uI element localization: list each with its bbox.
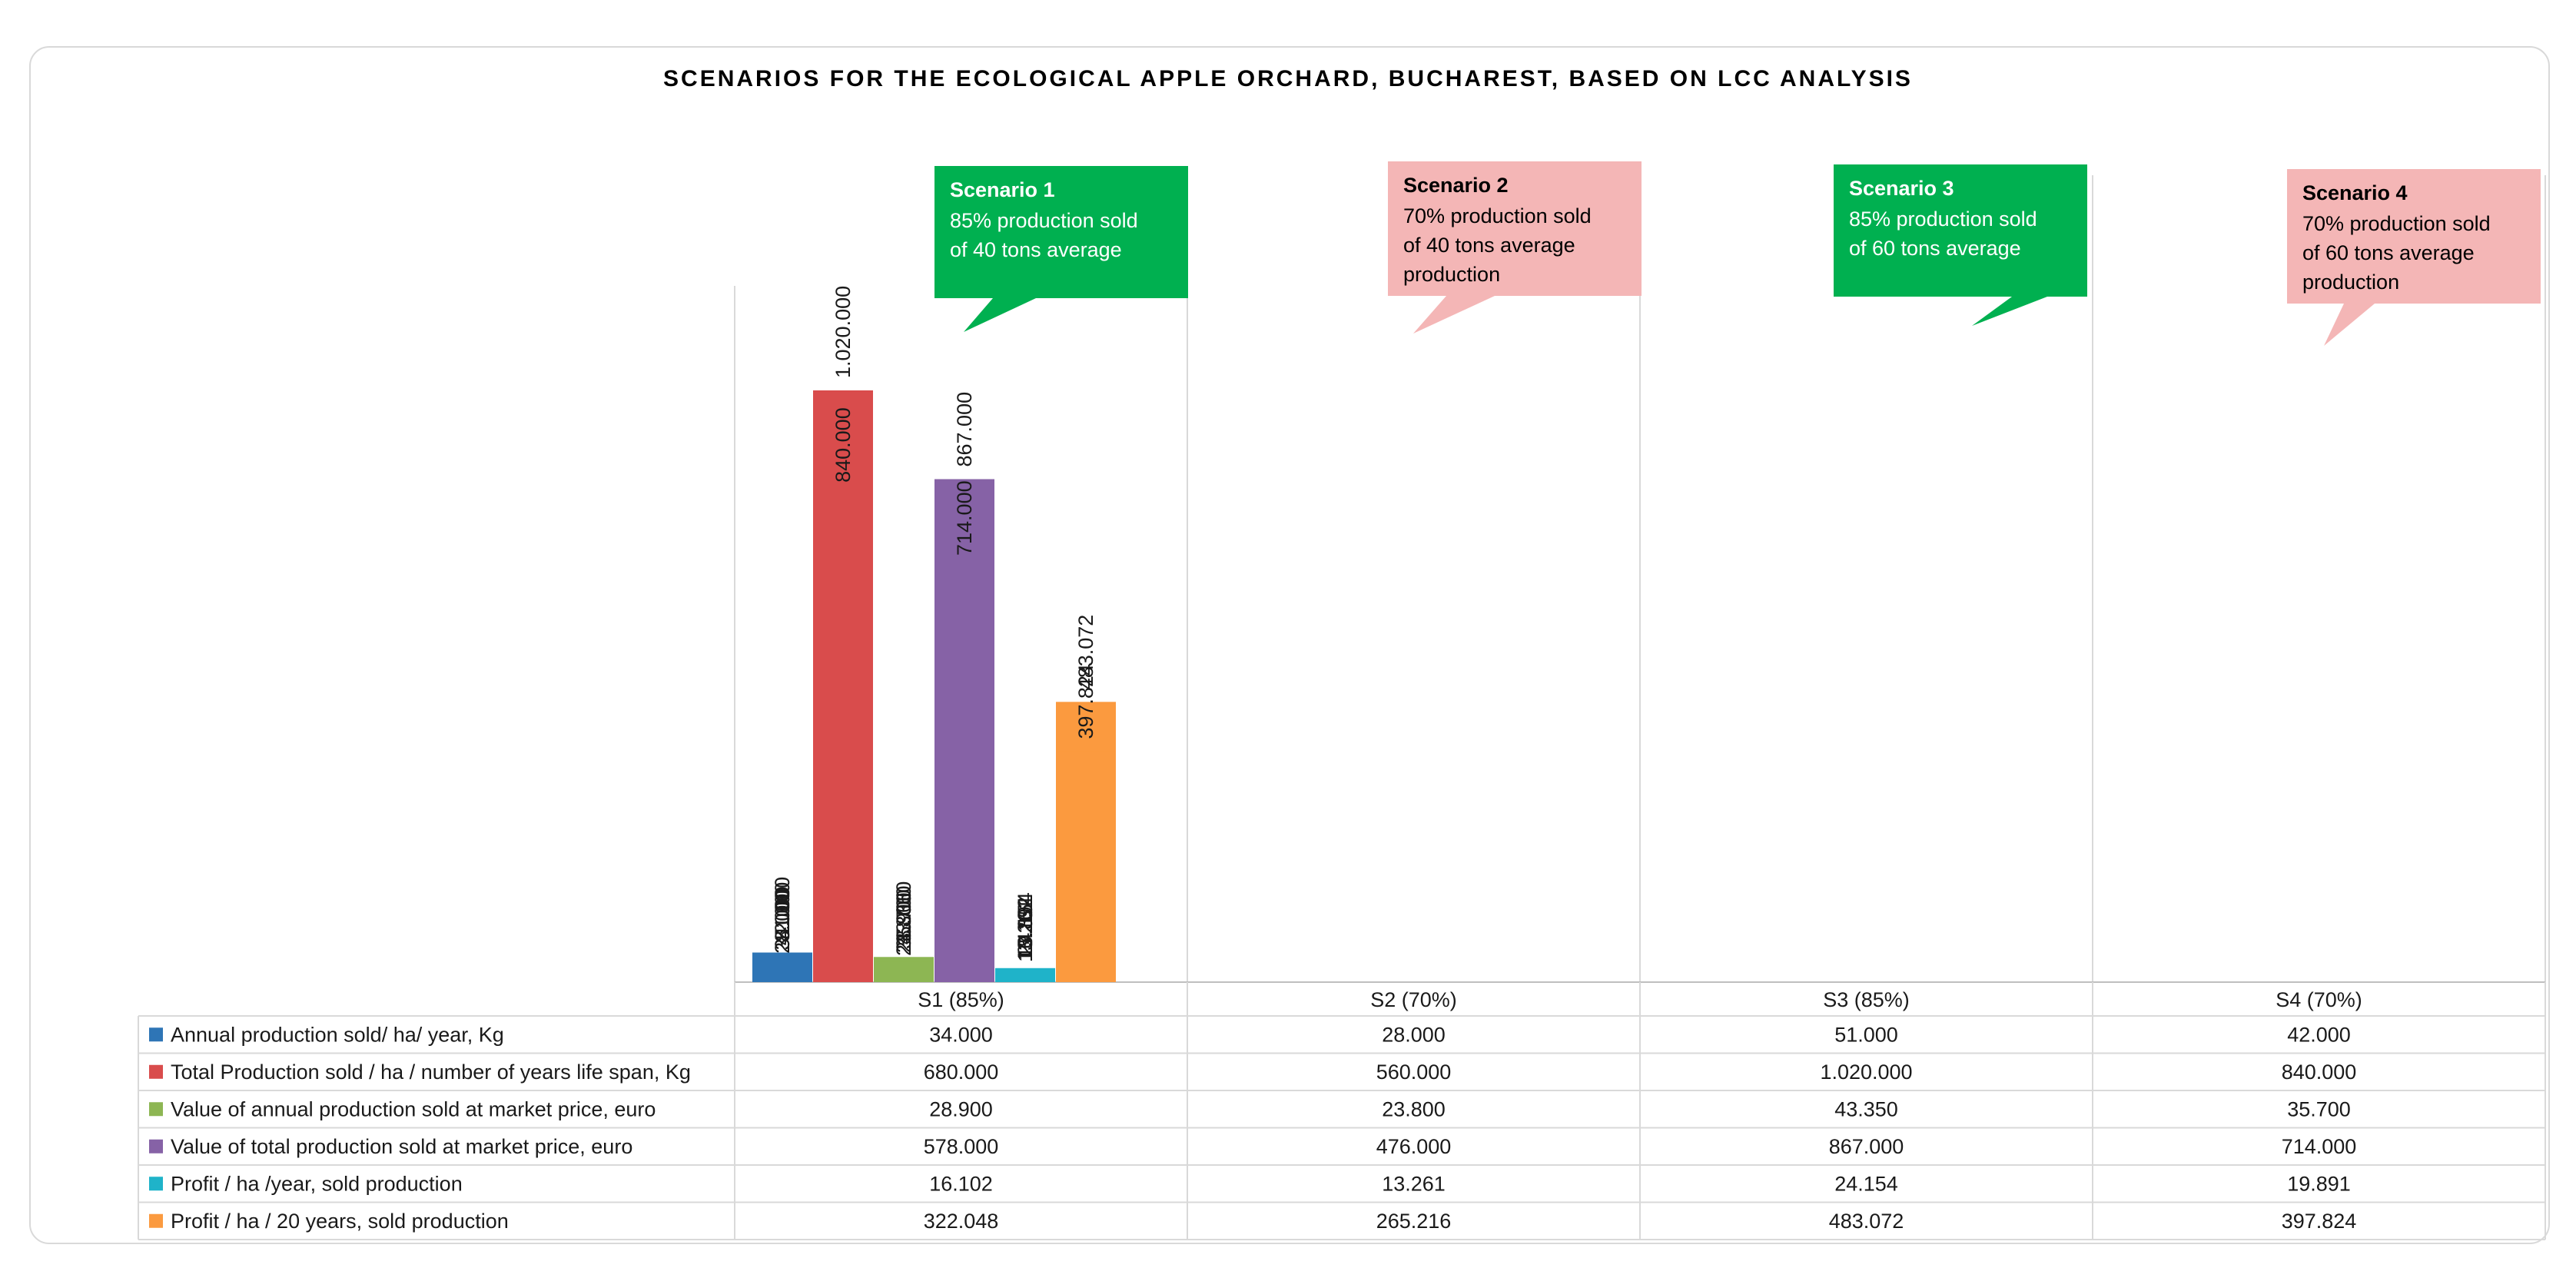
data-label: 28.000 [771, 890, 794, 954]
table-cell: 28.000 [1382, 1023, 1446, 1046]
data-label: 24.154 [1014, 892, 1037, 956]
callout-box [1388, 161, 1642, 296]
callout-title: Scenario 1 [950, 178, 1055, 201]
scenario-callout: Scenario 4 70% production sold of 60 tons … [2287, 169, 2541, 346]
bar [1056, 751, 1116, 982]
table-cell: 34.000 [929, 1023, 993, 1046]
callout-line: of 40 tons average [1403, 234, 1575, 257]
data-label: 35.700 [892, 885, 915, 949]
scenario-callout: Scenario 2 70% production sold of 40 tons … [1388, 161, 1642, 334]
callout-line: of 40 tons average [950, 238, 1122, 261]
data-label: 483.072 [1074, 615, 1097, 690]
table-cell: 560.000 [1376, 1061, 1452, 1084]
data-label: 397.824 [1074, 664, 1097, 739]
data-label: 42.000 [771, 882, 794, 946]
data-label: 16.102 [1014, 897, 1037, 961]
data-label: 23.800 [892, 892, 915, 956]
legend-label: Annual production sold/ ha/ year, Kg [171, 1023, 504, 1046]
data-label: 867.000 [953, 392, 976, 467]
callout-line: 85% production sold [1849, 207, 2037, 231]
legend-key [149, 1177, 163, 1191]
data-label: 19.891 [1014, 895, 1037, 958]
data-label: 43.350 [892, 881, 915, 945]
table-cell: 16.102 [929, 1172, 993, 1195]
legend-key [149, 1027, 163, 1042]
table-cell: 23.800 [1382, 1097, 1446, 1120]
table-cell: 840.000 [2282, 1061, 2357, 1084]
legend-key [149, 1102, 163, 1117]
callout-box [2287, 169, 2541, 304]
data-label: 840.000 [832, 407, 855, 483]
bar [813, 494, 873, 982]
legend-key [149, 1064, 163, 1079]
table-cell: 51.000 [1834, 1023, 1898, 1046]
callout-pointer [1413, 296, 1495, 334]
scenario-callout: Scenario 1 85% production sold of 40 tons … [934, 166, 1188, 332]
data-label: 13.261 [1014, 898, 1037, 962]
callout-title: Scenario 2 [1403, 174, 1509, 197]
table-cell: 24.154 [1834, 1172, 1898, 1195]
legend-label: Profit / ha / 20 years, sold production [171, 1210, 509, 1233]
callout-line: production [2302, 271, 2399, 294]
table-cell: 483.072 [1829, 1210, 1904, 1233]
data-label: 28.900 [892, 890, 915, 954]
legend-label: Value of total production sold at market… [171, 1135, 632, 1158]
table-cell: 42.000 [2287, 1023, 2351, 1046]
table-cell: 1.020.000 [1820, 1061, 1912, 1084]
legend-label: Total Production sold / ha / number of y… [171, 1061, 691, 1084]
callout-pointer [964, 298, 1036, 332]
callout-pointer [2324, 304, 2375, 346]
table-cell: 680.000 [924, 1061, 999, 1084]
data-label: 1.020.000 [832, 286, 855, 378]
callout-box [1834, 164, 2087, 297]
table-cell: 714.000 [2282, 1135, 2357, 1158]
bar [995, 970, 1055, 982]
table-cell: 867.000 [1829, 1135, 1904, 1158]
table-cell: 35.700 [2287, 1097, 2351, 1120]
legend-label: Value of annual production sold at marke… [171, 1097, 656, 1120]
legend-key [149, 1213, 163, 1228]
table-cell: 476.000 [1376, 1135, 1452, 1158]
table-cell: 322.048 [924, 1210, 999, 1233]
bar [934, 568, 994, 982]
callout-line: 70% production sold [2302, 212, 2491, 235]
callout-line: 85% production sold [950, 209, 1138, 232]
bar [752, 958, 812, 982]
callout-pointer [1972, 297, 2047, 326]
legend-key [149, 1139, 163, 1153]
table-cell: 28.900 [929, 1097, 993, 1120]
data-label: 714.000 [953, 480, 976, 556]
data-label: 51.000 [771, 877, 794, 941]
data-label: 34.000 [771, 887, 794, 951]
category-label: S3 (85%) [1823, 988, 1910, 1011]
table-cell: 13.261 [1382, 1172, 1446, 1195]
table-cell: 19.891 [2287, 1172, 2351, 1195]
table-cell: 578.000 [924, 1135, 999, 1158]
category-label: S2 (70%) [1370, 988, 1457, 1011]
chart-title: SCENARIOS FOR THE ECOLOGICAL APPLE ORCHA… [663, 66, 1913, 91]
category-label: S4 (70%) [2276, 988, 2362, 1011]
callout-line: 70% production sold [1403, 204, 1592, 227]
scenario-callout: Scenario 3 85% production sold of 60 tons … [1834, 164, 2087, 326]
bar [874, 961, 934, 982]
table-cell: 397.824 [2282, 1210, 2357, 1233]
chart-frame [29, 46, 2550, 1244]
callout-box [934, 166, 1188, 298]
callout-line: of 60 tons average [1849, 237, 2021, 260]
callout-title: Scenario 4 [2302, 181, 2408, 204]
table-cell: 265.216 [1376, 1210, 1452, 1233]
category-label: S1 (85%) [918, 988, 1004, 1011]
table-cell: 43.350 [1834, 1097, 1898, 1120]
callout-line: of 60 tons average [2302, 241, 2475, 264]
legend-label: Profit / ha /year, sold production [171, 1172, 463, 1195]
callout-title: Scenario 3 [1849, 177, 1954, 200]
callout-line: production [1403, 263, 1500, 286]
